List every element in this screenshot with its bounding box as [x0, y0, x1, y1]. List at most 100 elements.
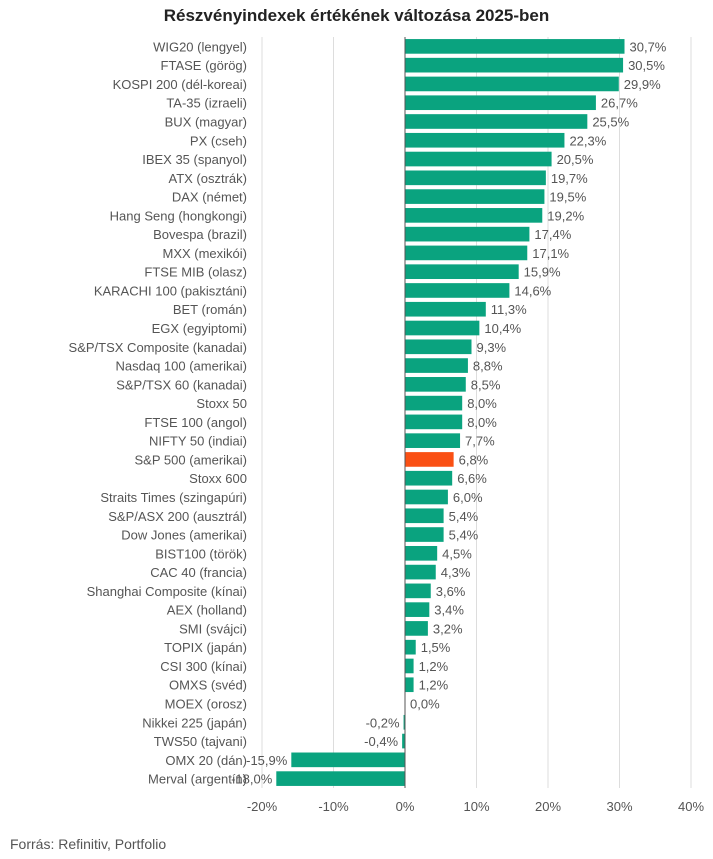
category-label: PX (cseh) [190, 133, 247, 148]
value-label: 8,0% [467, 396, 497, 411]
bar [405, 414, 463, 430]
value-label: 3,2% [433, 621, 463, 636]
value-label: 8,8% [473, 359, 503, 374]
value-label: -0,2% [366, 715, 400, 730]
value-label: 6,0% [453, 490, 483, 505]
value-label: 1,2% [419, 659, 449, 674]
value-label: 4,5% [442, 546, 472, 561]
bar [405, 114, 588, 129]
x-tick-label: 40% [678, 799, 704, 814]
value-label: 25,5% [592, 114, 629, 129]
bar [405, 583, 431, 599]
category-label: ATX (osztrák) [169, 171, 248, 186]
category-label: NIFTY 50 (indiai) [149, 434, 247, 449]
bar [405, 170, 546, 186]
category-label: CAC 40 (francia) [150, 565, 247, 580]
category-label: Stoxx 50 [196, 396, 247, 411]
category-label: FTSE 100 (angol) [144, 415, 247, 430]
bar [405, 545, 438, 561]
value-label: 1,5% [421, 640, 451, 655]
category-label: BUX (magyar) [165, 114, 247, 129]
bar [405, 527, 444, 542]
bar [405, 658, 414, 674]
source-note: Forrás: Refinitiv, Portfolio [10, 836, 167, 852]
value-label: 15,9% [524, 265, 561, 280]
category-label: OMX 20 (dán) [165, 753, 247, 768]
category-label: Bovespa (brazil) [153, 227, 247, 242]
value-label: 19,7% [551, 171, 588, 186]
x-tick-label: -20% [247, 799, 278, 814]
bar [405, 264, 519, 280]
bar [405, 621, 428, 636]
bar [405, 339, 472, 355]
value-label: 20,5% [557, 152, 594, 167]
value-label: 10,4% [484, 321, 521, 336]
category-label: Merval (argentín) [148, 772, 247, 787]
value-label: -15,9% [246, 753, 288, 768]
bar [405, 564, 436, 580]
bar [405, 639, 416, 655]
bar [405, 433, 461, 448]
bar [405, 677, 414, 693]
category-label: BET (román) [173, 302, 247, 317]
bar [405, 489, 448, 505]
value-label: 19,2% [547, 208, 584, 223]
bar [405, 132, 565, 148]
category-label: DAX (német) [172, 190, 247, 205]
value-label: 22,3% [569, 133, 606, 148]
bar [405, 57, 624, 73]
bar [403, 714, 405, 730]
category-label: Shanghai Composite (kínai) [87, 584, 247, 599]
bar [405, 358, 468, 373]
value-label: 1,2% [419, 678, 449, 693]
value-label: 26,7% [601, 96, 638, 111]
value-label: 3,6% [436, 584, 466, 599]
value-label: 30,5% [628, 58, 665, 73]
category-label: EGX (egyiptomi) [152, 321, 247, 336]
chart-title: Részvényindexek értékének változása 2025… [163, 6, 550, 25]
value-label: 6,6% [457, 471, 487, 486]
value-label: -0,4% [364, 734, 398, 749]
value-label: 14,6% [514, 283, 551, 298]
bar [405, 602, 430, 617]
category-label: Hang Seng (hongkongi) [110, 208, 247, 223]
category-label: MXX (mexikói) [162, 246, 247, 261]
bar [405, 395, 463, 411]
value-label: 8,5% [471, 377, 501, 392]
x-tick-label: 20% [535, 799, 561, 814]
category-label: TOPIX (japán) [164, 640, 247, 655]
bar [405, 76, 619, 92]
bar [405, 39, 625, 54]
category-label: S&P/ASX 200 (ausztrál) [108, 509, 247, 524]
value-label: 0,0% [410, 697, 440, 712]
value-label: 17,1% [532, 246, 569, 261]
x-tick-label: 10% [463, 799, 489, 814]
value-label: -18,0% [231, 772, 273, 787]
value-label: 30,7% [630, 39, 667, 54]
bar [405, 283, 510, 298]
category-label: KOSPI 200 (dél-koreai) [113, 77, 247, 92]
category-label: S&P/TSX Composite (kanadai) [69, 340, 247, 355]
category-label: TA-35 (izraeli) [166, 96, 247, 111]
x-tick-label: 30% [606, 799, 632, 814]
value-label: 4,3% [441, 565, 471, 580]
bar [276, 771, 405, 786]
category-label: SMI (svájci) [179, 621, 247, 636]
category-label: Nikkei 225 (japán) [142, 715, 247, 730]
value-label: 29,9% [624, 77, 661, 92]
x-tick-label: 0% [396, 799, 415, 814]
bar [402, 733, 405, 749]
category-label: Straits Times (szingapúri) [100, 490, 247, 505]
bar [291, 752, 405, 768]
value-label: 5,4% [449, 509, 479, 524]
category-label: FTASE (görög) [161, 58, 247, 73]
category-label: CSI 300 (kínai) [160, 659, 247, 674]
bar [405, 452, 454, 467]
category-label: FTSE MIB (olasz) [144, 265, 247, 280]
category-label: Dow Jones (amerikai) [121, 528, 247, 543]
bar [405, 226, 530, 242]
category-label: AEX (holland) [167, 603, 247, 618]
bar [405, 95, 596, 111]
category-label: Stoxx 600 [189, 471, 247, 486]
bar [405, 245, 528, 261]
